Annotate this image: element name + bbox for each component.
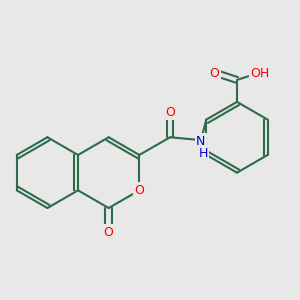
Text: H: H [198, 147, 208, 160]
Text: N: N [196, 135, 206, 148]
Text: O: O [165, 106, 175, 118]
Text: OH: OH [250, 67, 270, 80]
Text: O: O [210, 67, 220, 80]
Text: O: O [104, 226, 114, 238]
Text: O: O [134, 184, 144, 197]
